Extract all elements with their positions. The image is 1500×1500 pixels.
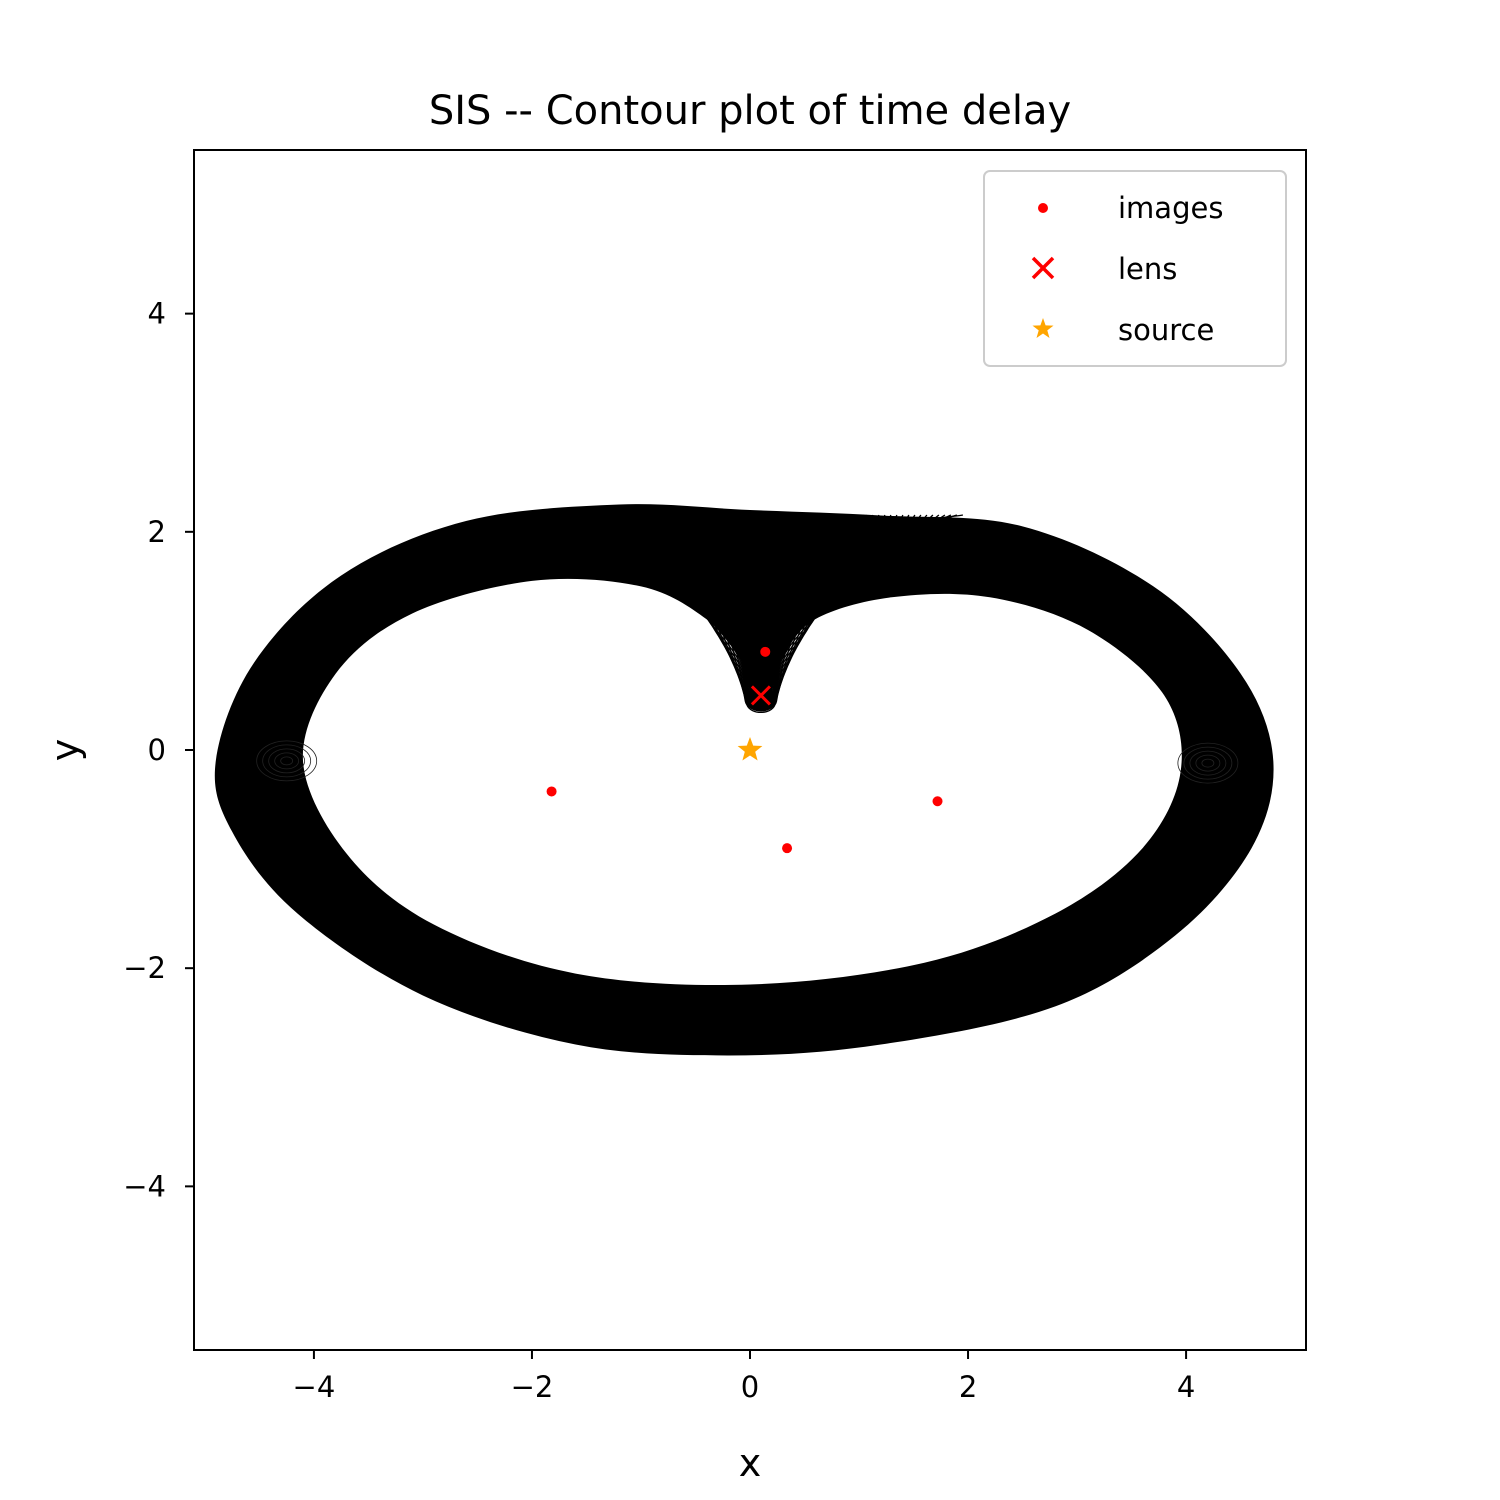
y-tick-label: 0 bbox=[148, 733, 166, 767]
legend-images-marker bbox=[1038, 203, 1048, 213]
contour-ring-left bbox=[262, 744, 312, 778]
contour-line bbox=[612, 514, 910, 688]
contour-line bbox=[576, 514, 946, 678]
legend-images-label: images bbox=[1118, 191, 1223, 225]
axis-ticks: −4 −2 0 2 4 −4 −2 0 2 4 bbox=[123, 297, 1195, 1404]
contour-ring-left bbox=[280, 756, 294, 766]
contour-line bbox=[600, 514, 922, 685]
x-tick-label: −2 bbox=[511, 1370, 554, 1404]
contour-line bbox=[582, 514, 940, 680]
y-tick-label: −2 bbox=[123, 951, 166, 985]
contour-ring-left bbox=[256, 740, 318, 782]
contour-ring-right bbox=[1201, 758, 1215, 768]
contour-ring-right bbox=[1183, 746, 1233, 780]
y-tick-label: 4 bbox=[148, 297, 166, 331]
x-tick-label: 0 bbox=[741, 1370, 759, 1404]
contour-ring-right bbox=[1189, 750, 1227, 776]
contour-line bbox=[588, 514, 934, 682]
legend-source-label: source bbox=[1118, 313, 1214, 347]
images-point bbox=[782, 843, 793, 854]
legend: images lens source bbox=[983, 170, 1287, 367]
y-tick-label: −4 bbox=[123, 1169, 166, 1203]
contour-band bbox=[214, 504, 1274, 1056]
source-point bbox=[737, 737, 763, 761]
images-point bbox=[932, 796, 943, 807]
x-tick-label: 2 bbox=[959, 1370, 977, 1404]
contour-line bbox=[606, 514, 916, 686]
contour-ring-left bbox=[274, 752, 300, 770]
lens-point bbox=[750, 685, 771, 706]
contour-cusp bbox=[744, 686, 777, 711]
contour-line bbox=[594, 514, 928, 683]
x-axis-label: x bbox=[739, 1441, 762, 1485]
contour-line bbox=[570, 514, 952, 677]
contour-line bbox=[564, 514, 958, 675]
x-tick-label: −4 bbox=[293, 1370, 336, 1404]
legend-lens-marker bbox=[1031, 256, 1055, 280]
chart-title: SIS -- Contour plot of time delay bbox=[429, 88, 1071, 134]
contour-line bbox=[558, 514, 964, 674]
contour-ring-right bbox=[1177, 742, 1239, 784]
legend-source-marker bbox=[1032, 318, 1054, 338]
contour-ring-right bbox=[1195, 754, 1221, 772]
plot-area bbox=[214, 504, 1274, 1056]
y-tick-label: 2 bbox=[148, 515, 166, 549]
legend-box bbox=[983, 170, 1287, 367]
images-point bbox=[760, 646, 771, 657]
y-axis-label: y bbox=[43, 739, 87, 762]
x-tick-label: 4 bbox=[1177, 1370, 1195, 1404]
contour-ring-left bbox=[268, 748, 306, 774]
images-point bbox=[546, 786, 557, 797]
legend-lens-label: lens bbox=[1118, 252, 1177, 286]
